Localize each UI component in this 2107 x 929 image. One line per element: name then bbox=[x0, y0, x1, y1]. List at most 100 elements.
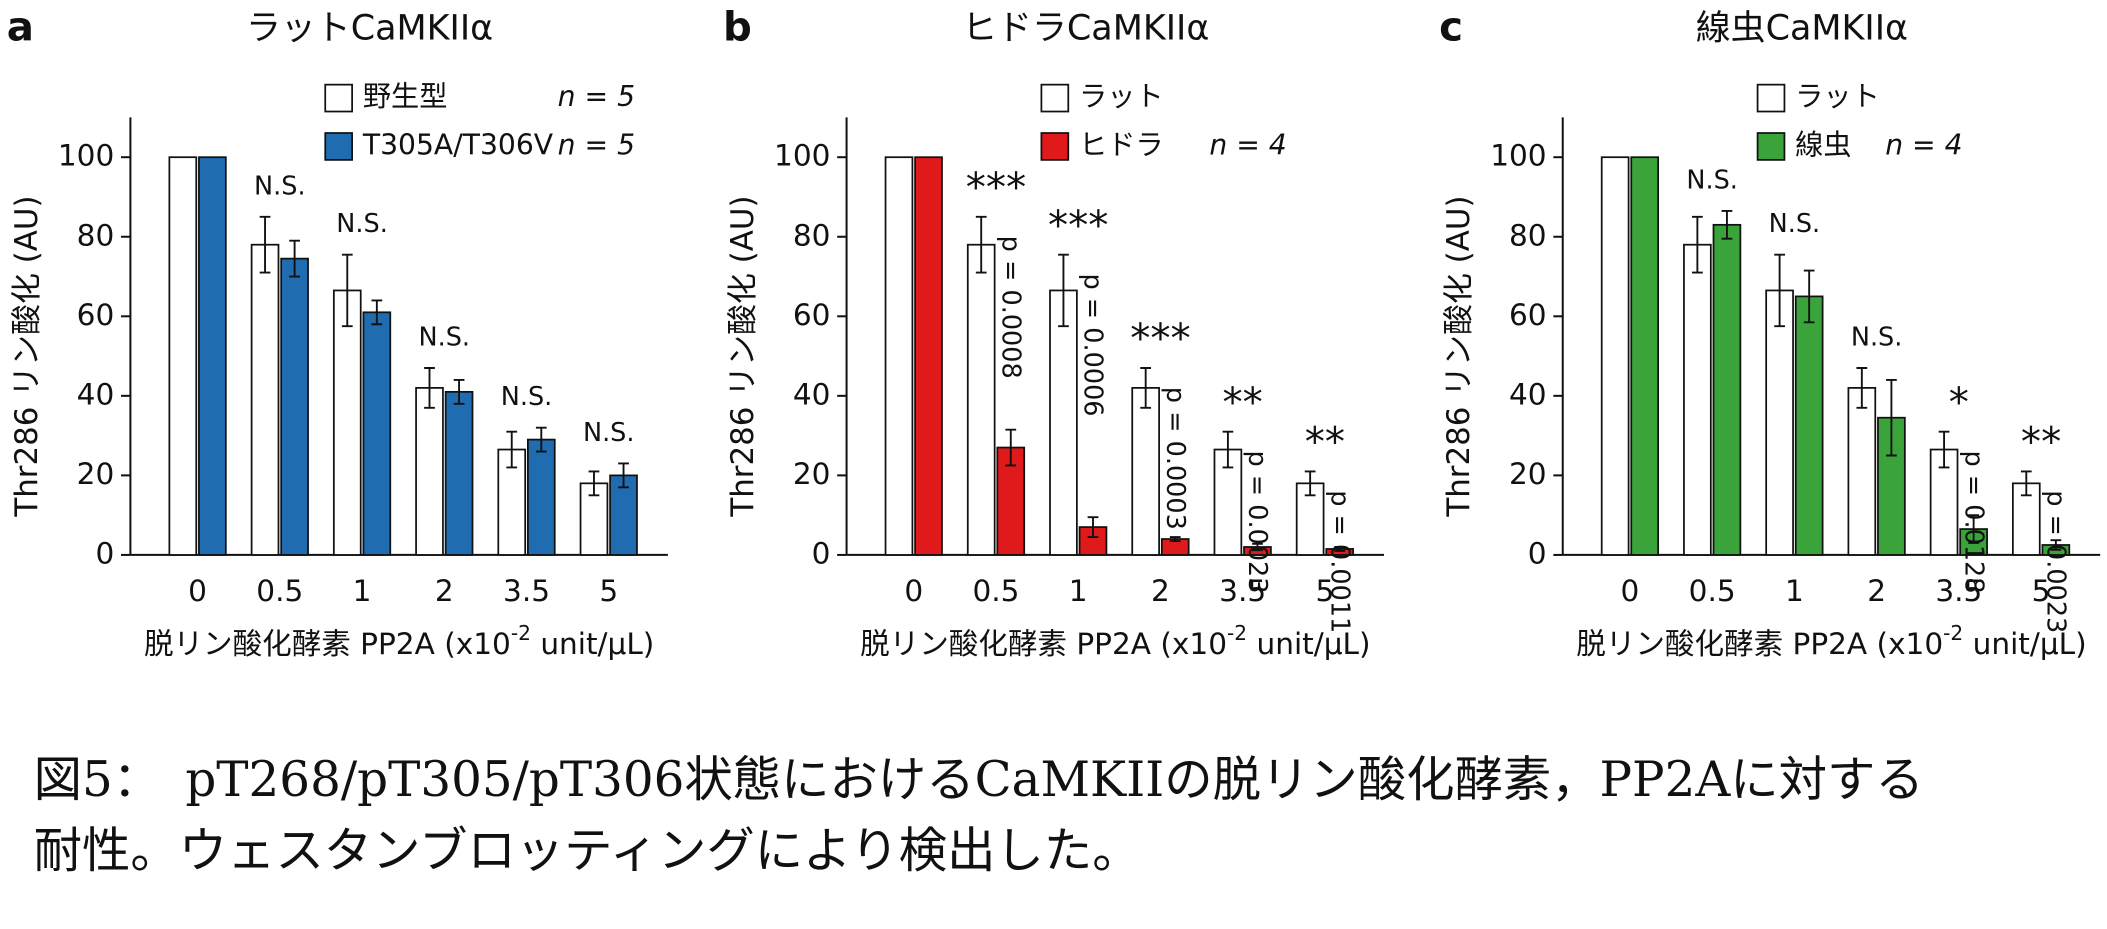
y-tick-label: 60 bbox=[1509, 298, 1547, 332]
y-tick-label: 20 bbox=[77, 457, 115, 491]
bar bbox=[1131, 387, 1160, 556]
p-value: p = 0.0006 bbox=[1078, 273, 1108, 416]
legend-note: n = 4 bbox=[1885, 128, 1962, 161]
significance: N.S. bbox=[583, 418, 635, 448]
x-tick-label: 0.5 bbox=[1689, 574, 1736, 608]
significance: N.S. bbox=[336, 209, 388, 239]
error-bar bbox=[1140, 367, 1152, 409]
x-axis-label-part: -2 bbox=[1943, 621, 1963, 645]
y-tick-label: 60 bbox=[793, 298, 831, 332]
panel-label: c bbox=[1439, 4, 1463, 51]
bar bbox=[1847, 387, 1877, 556]
error-bar bbox=[1222, 430, 1234, 469]
bar bbox=[168, 156, 198, 556]
x-axis-label-part: unit/μL) bbox=[1963, 626, 2086, 660]
y-tick-label: 80 bbox=[1509, 218, 1547, 252]
y-tick-label: 60 bbox=[77, 298, 115, 332]
bar bbox=[1877, 416, 1906, 556]
legend-label: ラット bbox=[1079, 80, 1164, 113]
x-tick-label: 0 bbox=[188, 574, 207, 608]
legend-swatch bbox=[324, 83, 353, 113]
bar bbox=[609, 474, 638, 556]
x-axis-label-part: unit/μL) bbox=[1247, 626, 1370, 660]
bar bbox=[1630, 156, 1660, 556]
x-tick-label: 1 bbox=[353, 574, 372, 608]
error-bar bbox=[588, 470, 600, 497]
p-value: p = 0.0008 bbox=[995, 236, 1025, 379]
error-bar bbox=[1058, 253, 1069, 328]
legend-swatch bbox=[1040, 132, 1070, 161]
bar bbox=[362, 311, 392, 556]
y-tick-label: 80 bbox=[793, 218, 831, 252]
error-bar bbox=[1856, 367, 1868, 409]
significance: N.S. bbox=[419, 322, 471, 352]
legend-swatch bbox=[324, 132, 353, 161]
error-bar bbox=[1721, 209, 1733, 240]
x-axis-label-part: 脱リン酸化酵素 PP2A (x10 bbox=[144, 626, 511, 660]
legend-label: ラット bbox=[1795, 80, 1880, 113]
error-bar bbox=[975, 215, 987, 274]
y-tick-label: 40 bbox=[793, 377, 831, 411]
legend-note: n = 4 bbox=[1209, 128, 1286, 161]
x-tick-label: 3.5 bbox=[503, 574, 550, 608]
p-value: p = 0.0011 bbox=[1324, 490, 1354, 633]
caption-line: 耐性。ウェスタンブロッティングにより検出した。 bbox=[34, 823, 1141, 879]
error-bar bbox=[371, 299, 383, 326]
y-axis-label: Thr286 リン酸化 (AU) bbox=[1441, 195, 1477, 517]
x-tick-label: 5 bbox=[2032, 574, 2051, 608]
error-bar bbox=[1968, 514, 1980, 544]
bar bbox=[884, 156, 914, 556]
bar bbox=[1794, 295, 1824, 556]
bar bbox=[1712, 223, 1742, 556]
significance: ** bbox=[1223, 379, 1263, 426]
error-bar bbox=[1938, 430, 1950, 469]
legend-note: n = 5 bbox=[558, 80, 635, 113]
caption-line: 図5： pT268/pT305/pT306状態におけるCaMKIIの脱リン酸化酵… bbox=[34, 752, 1924, 808]
y-tick-label: 20 bbox=[793, 457, 831, 491]
significance: ** bbox=[2021, 419, 2061, 466]
significance: *** bbox=[1130, 315, 1190, 362]
error-bar bbox=[1803, 269, 1815, 324]
y-tick-label: 100 bbox=[1490, 139, 1546, 173]
error-bar bbox=[1304, 470, 1316, 497]
bar bbox=[914, 156, 943, 556]
bar bbox=[1683, 243, 1712, 556]
panel-label: a bbox=[7, 4, 34, 51]
chart-title: ラットCaMKIIα bbox=[246, 9, 493, 49]
x-tick-label: 2 bbox=[1867, 574, 1886, 608]
legend-swatch bbox=[1756, 132, 1786, 161]
error-bar bbox=[1252, 542, 1263, 552]
error-bar bbox=[1886, 378, 1897, 457]
bar bbox=[1765, 289, 1794, 556]
significance: ** bbox=[1305, 419, 1345, 466]
x-tick-label: 3.5 bbox=[1935, 574, 1982, 608]
x-tick-label: 0 bbox=[904, 574, 923, 608]
x-tick-label: 5 bbox=[599, 574, 618, 608]
bar bbox=[444, 390, 474, 556]
x-tick-label: 1 bbox=[1069, 574, 1088, 608]
error-bar bbox=[506, 430, 518, 469]
legend-label: 野生型 bbox=[363, 80, 448, 113]
error-bar bbox=[453, 378, 465, 405]
legend-label: ヒドラ bbox=[1079, 128, 1164, 161]
x-axis-label-part: unit/μL) bbox=[531, 626, 654, 660]
significance: *** bbox=[966, 164, 1026, 211]
error-bar bbox=[1692, 215, 1703, 274]
x-tick-label: 0.5 bbox=[972, 574, 1019, 608]
x-axis-label: 脱リン酸化酵素 PP2A (x10-2 unit/μL) bbox=[1576, 621, 2086, 661]
bar bbox=[1049, 289, 1078, 556]
significance: * bbox=[1949, 379, 1969, 426]
x-tick-label: 1 bbox=[1785, 574, 1804, 608]
y-tick-label: 0 bbox=[95, 536, 114, 570]
legend-swatch bbox=[1040, 83, 1070, 113]
legend-label: T305A/T306V bbox=[362, 128, 554, 161]
x-tick-label: 0.5 bbox=[256, 574, 303, 608]
bar bbox=[198, 156, 227, 556]
error-bar bbox=[2050, 539, 2062, 551]
bar bbox=[280, 257, 309, 556]
x-tick-label: 2 bbox=[1151, 574, 1170, 608]
p-value: p = 0.0023 bbox=[2041, 490, 2071, 633]
x-axis-label: 脱リン酸化酵素 PP2A (x10-2 unit/μL) bbox=[860, 621, 1370, 661]
y-tick-label: 100 bbox=[58, 139, 114, 173]
p-value: p = 0.0023 bbox=[1242, 450, 1272, 593]
